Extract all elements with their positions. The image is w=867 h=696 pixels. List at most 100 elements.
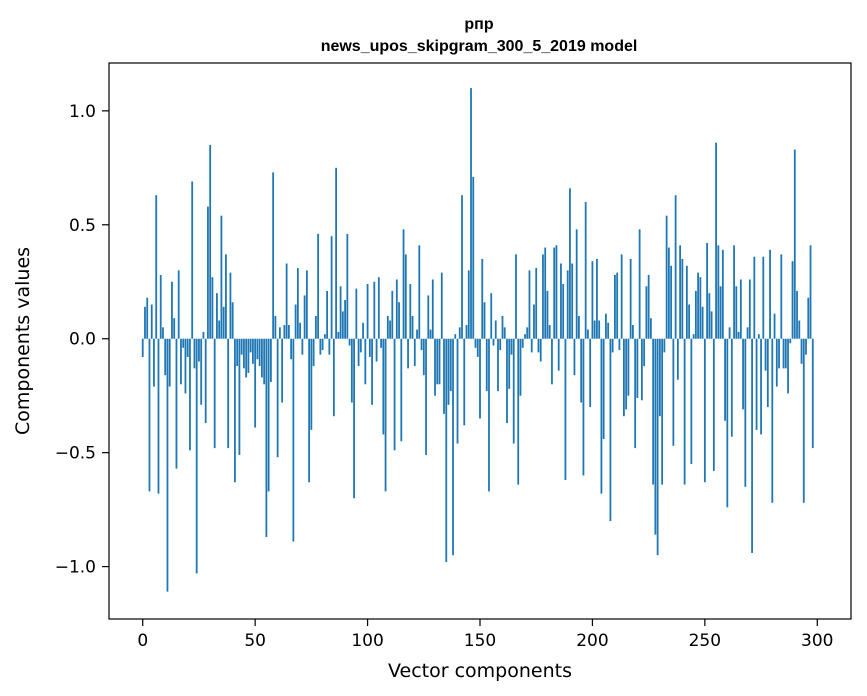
bar	[524, 334, 526, 339]
bar	[416, 329, 418, 339]
bar	[647, 274, 650, 339]
bar	[467, 270, 470, 339]
bar	[589, 338, 592, 408]
bar	[229, 272, 232, 339]
bar	[240, 338, 243, 355]
chart-title-line2: news_upos_skipgram_300_5_2019 model	[321, 38, 638, 55]
bar	[510, 338, 513, 355]
bar	[708, 293, 711, 339]
bar	[807, 297, 810, 339]
bar	[371, 338, 373, 405]
bar	[454, 334, 457, 339]
bar	[710, 311, 713, 339]
bar	[614, 274, 616, 339]
bar	[344, 299, 346, 339]
bar	[737, 331, 740, 339]
bar	[674, 195, 677, 339]
bar	[775, 338, 778, 387]
bar	[811, 338, 814, 449]
bar	[706, 243, 708, 339]
bar	[488, 338, 490, 492]
bar	[658, 338, 661, 417]
bar	[427, 295, 430, 339]
bar	[490, 293, 493, 339]
bar	[404, 254, 407, 339]
bar	[548, 325, 551, 339]
bar	[429, 329, 432, 339]
bar	[177, 270, 180, 339]
bar	[557, 338, 560, 371]
bar	[301, 338, 304, 355]
bar	[508, 338, 511, 389]
bar	[697, 272, 699, 339]
bar	[746, 327, 749, 339]
bar	[681, 258, 684, 339]
bar	[407, 338, 409, 369]
bar	[265, 338, 268, 537]
bar	[672, 338, 675, 446]
bar	[503, 327, 506, 339]
bar	[368, 338, 371, 357]
bar	[717, 245, 720, 339]
bar	[805, 338, 807, 355]
bar	[314, 315, 317, 339]
bar	[492, 338, 495, 346]
bar	[755, 338, 758, 430]
bar	[434, 338, 436, 396]
bar	[609, 338, 612, 522]
bar	[200, 338, 203, 405]
bar	[474, 338, 477, 348]
bar	[409, 284, 412, 339]
bar	[335, 167, 337, 339]
bar	[699, 277, 702, 339]
bar	[483, 302, 486, 339]
bar	[632, 325, 634, 339]
bar	[506, 338, 508, 424]
bar	[258, 338, 261, 367]
bar	[652, 338, 655, 485]
bar	[605, 313, 607, 339]
bar	[377, 277, 380, 339]
bar	[380, 338, 382, 348]
x-axis-label: Vector components	[388, 660, 572, 682]
bar	[173, 318, 176, 339]
bar	[643, 338, 646, 367]
bar	[413, 338, 416, 367]
bar	[526, 327, 529, 339]
bar	[234, 338, 236, 483]
y-tick-label: 1.0	[69, 102, 96, 122]
bar	[359, 338, 362, 353]
bar	[350, 338, 353, 403]
bar	[436, 338, 439, 385]
bar	[753, 256, 756, 339]
bar	[791, 261, 794, 339]
bar	[402, 229, 405, 339]
bar	[645, 286, 648, 339]
bar	[726, 338, 729, 508]
bar	[766, 338, 769, 408]
bar	[290, 338, 293, 360]
bar	[719, 286, 722, 339]
bar	[569, 188, 571, 339]
bar	[784, 338, 787, 369]
bar	[252, 338, 254, 364]
bar	[461, 195, 463, 339]
bar	[256, 338, 259, 360]
bar	[249, 338, 252, 353]
bar	[310, 338, 313, 430]
x-tick-label: 50	[244, 631, 266, 651]
bar	[764, 338, 767, 371]
bar	[748, 279, 751, 339]
bar	[168, 338, 171, 387]
bar	[679, 245, 682, 339]
bar	[515, 254, 517, 339]
bar	[582, 338, 585, 476]
bar	[560, 263, 562, 339]
bar	[479, 338, 481, 419]
bar	[607, 322, 610, 339]
bar	[685, 265, 688, 339]
bar	[184, 338, 187, 394]
bar	[391, 290, 394, 339]
bar	[800, 338, 803, 364]
